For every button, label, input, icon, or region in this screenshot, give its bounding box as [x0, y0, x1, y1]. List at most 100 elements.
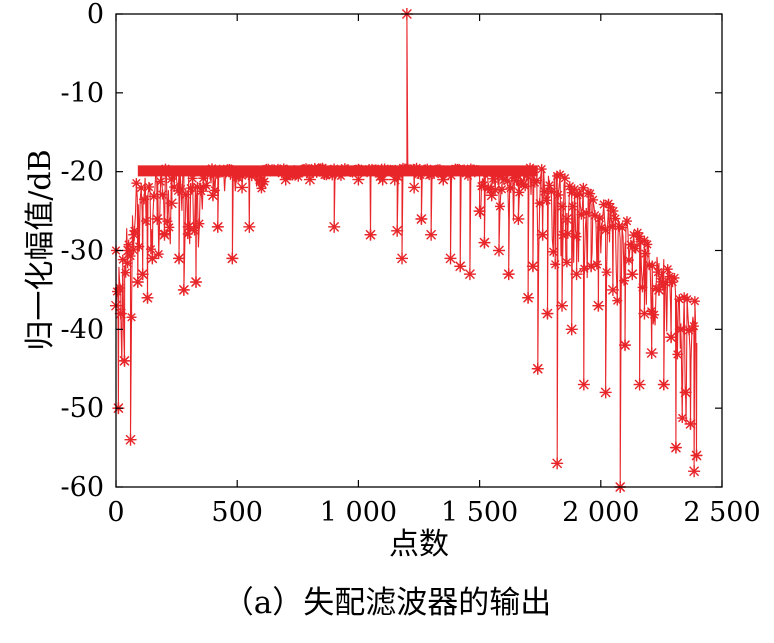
- data-point: [633, 378, 646, 391]
- data-point: [592, 299, 605, 312]
- axis-ticks: 0 500 1 000 1 500 2 000 2 500 0 -10 -20 -30 -40 -50…: [61, 0, 761, 528]
- data-point: [303, 173, 316, 186]
- x-axis-title: 点数: [389, 527, 449, 562]
- data-point: [588, 194, 599, 205]
- data-point: [562, 228, 573, 239]
- data-point: [684, 417, 697, 430]
- data-point: [143, 181, 154, 192]
- data-point: [637, 282, 648, 293]
- data-point: [124, 433, 137, 446]
- data-point: [182, 229, 193, 240]
- data-point: [512, 212, 525, 225]
- data-point: [502, 268, 515, 281]
- data-point: [560, 212, 573, 225]
- data-point: [444, 252, 457, 265]
- data-point: [570, 268, 583, 281]
- data-point: [255, 173, 268, 186]
- plot-area: [110, 8, 703, 493]
- data-point: [166, 174, 177, 185]
- data-point: [146, 252, 159, 265]
- data-point: [492, 244, 505, 257]
- data-point: [541, 195, 552, 206]
- data-point: [657, 378, 670, 391]
- data-point: [396, 252, 409, 265]
- data-point: [197, 181, 210, 194]
- data-point: [463, 268, 476, 281]
- data-point: [164, 222, 175, 233]
- data-point: [226, 252, 239, 265]
- data-point: [556, 299, 569, 312]
- data-point: [145, 244, 156, 255]
- data-point: [638, 307, 651, 320]
- data-point: [557, 201, 568, 212]
- data-point: [128, 228, 141, 241]
- y-tick-label: -20: [61, 157, 104, 188]
- data-point: [150, 166, 161, 177]
- data-point: [679, 386, 692, 399]
- data-point: [165, 197, 178, 210]
- data-point: [328, 220, 341, 233]
- data-point: [117, 254, 128, 265]
- data-point: [531, 362, 544, 375]
- data-point: [610, 213, 621, 224]
- data-point: [645, 346, 658, 359]
- data-point: [526, 165, 537, 176]
- data-point: [626, 268, 639, 281]
- data-point: [437, 173, 450, 186]
- data-point: [134, 241, 145, 252]
- data-point: [454, 260, 467, 273]
- data-point: [689, 296, 700, 307]
- data-point: [550, 259, 561, 270]
- data-point: [688, 465, 701, 478]
- data-point: [118, 354, 131, 367]
- data-point: [177, 166, 188, 177]
- y-tick-label: -40: [61, 314, 104, 345]
- data-point: [490, 185, 501, 196]
- data-point: [114, 307, 127, 320]
- data-point: [688, 321, 699, 332]
- data-point: [158, 228, 171, 241]
- data-point: [619, 275, 630, 286]
- data-point: [151, 212, 164, 225]
- data-point: [541, 307, 554, 320]
- data-point: [136, 182, 147, 193]
- data-point: [494, 201, 505, 212]
- data-point: [155, 176, 166, 187]
- data-point: [180, 189, 191, 200]
- data-point: [522, 291, 535, 304]
- x-tick-label: 0: [107, 497, 124, 528]
- data-point: [376, 173, 389, 186]
- data-point: [601, 267, 612, 278]
- data-point: [561, 257, 572, 268]
- data-point: [553, 189, 564, 200]
- data-point: [594, 213, 605, 224]
- figure-caption: （a）失配滤波器的输出: [223, 585, 551, 621]
- data-point: [173, 252, 186, 265]
- data-point: [571, 231, 582, 242]
- data-point: [520, 181, 531, 192]
- series-line: [115, 13, 698, 488]
- data-point: [388, 173, 401, 186]
- data-point: [653, 267, 664, 278]
- x-tick-label: 2 500: [683, 497, 760, 528]
- data-point: [157, 189, 168, 200]
- data-point: [352, 173, 365, 186]
- data-point: [619, 339, 632, 352]
- data-point: [578, 182, 589, 193]
- data-point: [617, 222, 628, 233]
- data-point: [496, 184, 507, 195]
- data-point: [139, 194, 150, 205]
- data-point: [606, 283, 619, 296]
- y-tick-label: -10: [61, 78, 104, 109]
- data-point: [546, 186, 557, 197]
- data-point: [391, 224, 404, 237]
- data-point: [665, 331, 678, 344]
- data-point: [669, 441, 682, 454]
- data-point: [548, 246, 559, 257]
- data-point: [243, 220, 256, 233]
- x-tick-label: 2 000: [562, 497, 639, 528]
- data-point: [364, 228, 377, 241]
- data-point: [148, 191, 159, 202]
- data-point: [662, 264, 673, 275]
